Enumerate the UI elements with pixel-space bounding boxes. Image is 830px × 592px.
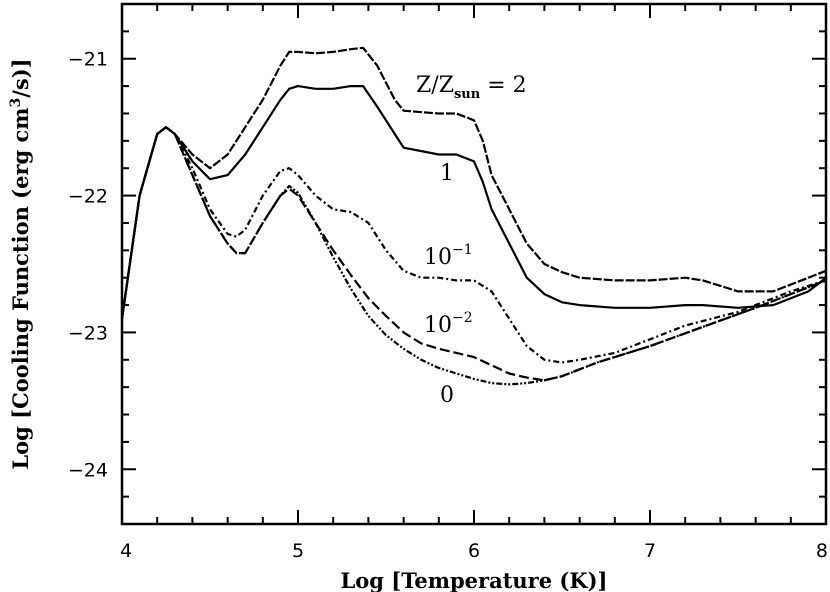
x-axis-title: Log [Temperature (K)] bbox=[341, 568, 608, 592]
y-axis-title-main: Log [Cooling Function (erg cm bbox=[8, 107, 33, 469]
x-tick-label: 8 bbox=[816, 540, 828, 562]
label-z-sub: sun bbox=[454, 87, 481, 102]
curve-z001 bbox=[120, 126, 827, 382]
curve-z2 bbox=[120, 46, 827, 319]
x-tick-label: 6 bbox=[468, 540, 480, 562]
y-tick-label: −23 bbox=[68, 322, 108, 344]
label-z01-exp: −1 bbox=[452, 242, 473, 258]
axis-ticks bbox=[121, 3, 827, 525]
label-z-main: Z/Z bbox=[416, 73, 454, 98]
label-z-ratio-2: Z/Zsun = 2 bbox=[416, 73, 527, 102]
curves bbox=[120, 46, 827, 386]
curve-z01 bbox=[120, 126, 827, 364]
label-z-ratio-1: 1 bbox=[440, 161, 454, 186]
x-tick-label: 5 bbox=[292, 540, 304, 562]
label-z01-base: 10 bbox=[424, 245, 452, 270]
label-z001-base: 10 bbox=[424, 313, 452, 338]
y-axis-title-tail: /s)] bbox=[8, 58, 33, 97]
tick-labels: 4 5 6 7 8−21−22−23−24 bbox=[68, 49, 828, 562]
y-axis-title-sup: 3 bbox=[8, 98, 24, 108]
x-tick-label: 4 bbox=[120, 540, 132, 562]
plot-frame bbox=[120, 2, 828, 526]
curve-z1 bbox=[120, 85, 827, 319]
y-tick-label: −22 bbox=[68, 186, 108, 208]
y-axis-title: Log [Cooling Function (erg cm3/s)] bbox=[8, 58, 33, 469]
y-tick-label: −21 bbox=[68, 49, 108, 71]
label-z001-exp: −2 bbox=[452, 310, 473, 326]
label-z-ratio-0.01: 10−2 bbox=[424, 310, 473, 338]
curve-z0 bbox=[120, 126, 827, 386]
label-z-tail: = 2 bbox=[480, 73, 526, 98]
label-z-ratio-0: 0 bbox=[440, 383, 454, 408]
label-z-ratio-0.1: 10−1 bbox=[424, 242, 473, 270]
y-tick-label: −24 bbox=[68, 459, 108, 481]
x-tick-label: 7 bbox=[644, 540, 656, 562]
